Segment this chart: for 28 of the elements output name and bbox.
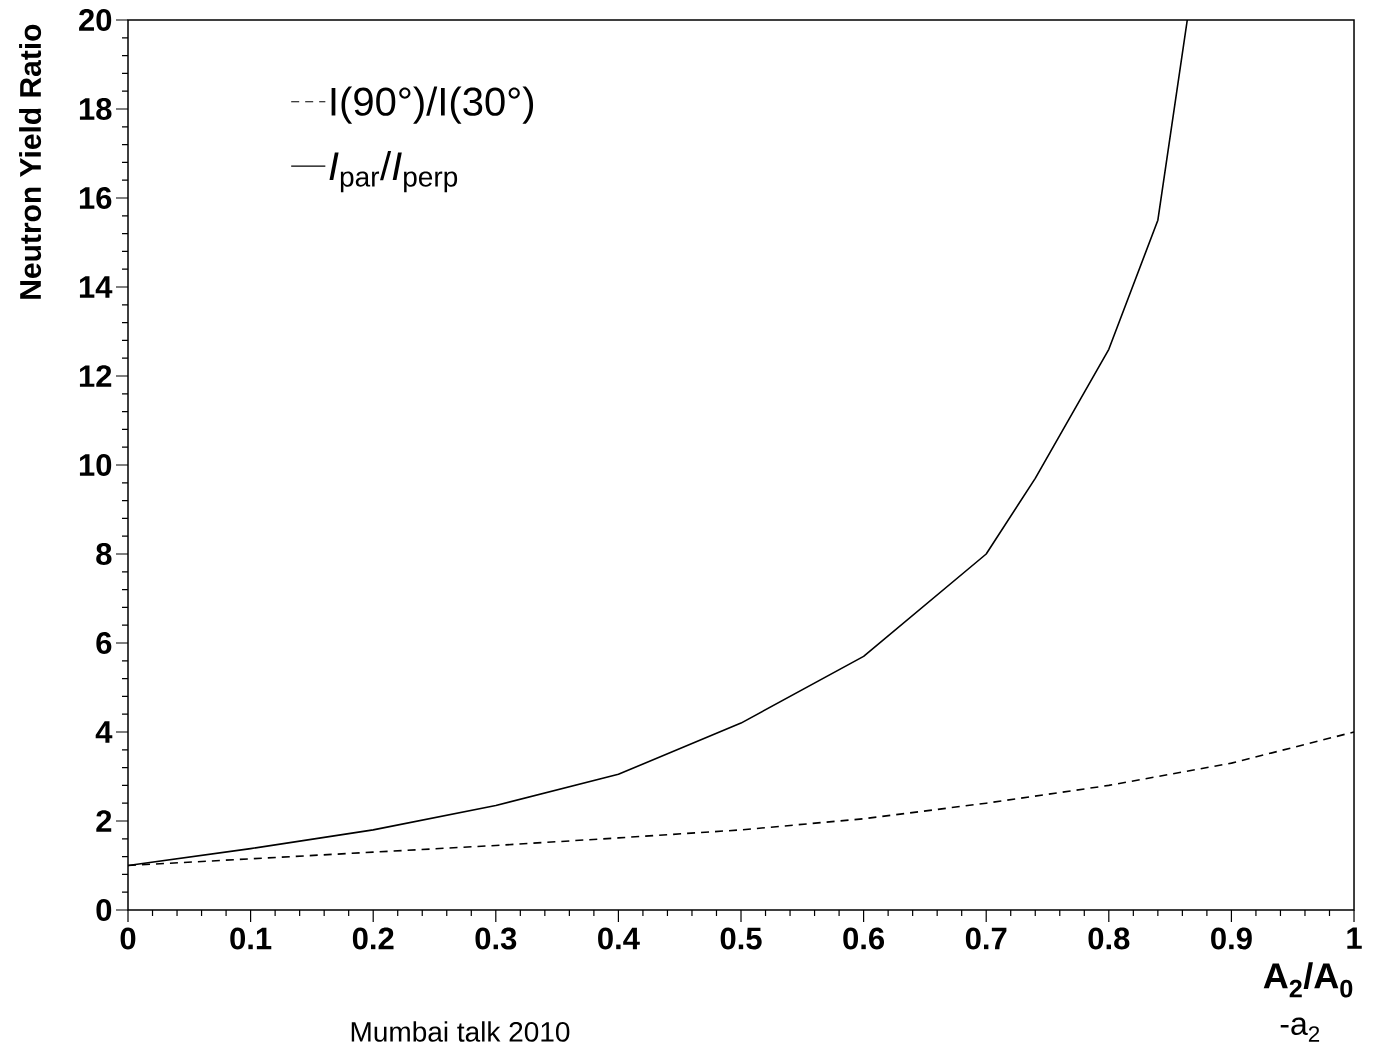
y-tick-label: 8 <box>96 543 112 565</box>
y-tick-label: 10 <box>79 454 112 476</box>
y-tick-label: 0 <box>96 899 112 921</box>
y-tick-label: 2 <box>96 810 112 832</box>
y-tick-label: 18 <box>79 98 112 120</box>
x-tick-label: 0.7 <box>965 927 1007 950</box>
x-tick-label: 0 <box>120 927 136 950</box>
x-tick-label: 0.1 <box>230 927 272 950</box>
x-tick-label: 0.4 <box>598 927 640 950</box>
legend-label: I(90°)/I(30°) <box>331 86 534 124</box>
y-tick-label: 6 <box>96 632 112 654</box>
x-axis-title: A$_{2}$/A$_{0}$ <box>1263 962 1353 998</box>
x-tick-label: 0.5 <box>720 927 762 950</box>
y-tick-label: 14 <box>79 276 113 298</box>
legend-label: I$_{par}$/I$_{perp}$ <box>329 150 458 193</box>
x-tick-label: 1 <box>1347 927 1362 949</box>
x-tick-label: 0.6 <box>843 927 885 950</box>
text: -a$_{2}$ <box>1280 1017 1320 1042</box>
text: Mumbai talk 2010 <box>351 1021 570 1042</box>
x-tick-label: 0.8 <box>1088 927 1130 950</box>
x-tick-label: 0.9 <box>1211 927 1252 950</box>
y-tick-label: 20 <box>79 9 112 31</box>
x-tick-label: 0.3 <box>475 927 517 950</box>
y-axis-title: Neutron Yield Ratio <box>19 24 42 299</box>
y-tick-label: 16 <box>79 187 112 209</box>
y-tick-label: 12 <box>79 365 112 387</box>
y-tick-label: 4 <box>95 721 113 743</box>
x-tick-label: 0.2 <box>352 927 394 950</box>
